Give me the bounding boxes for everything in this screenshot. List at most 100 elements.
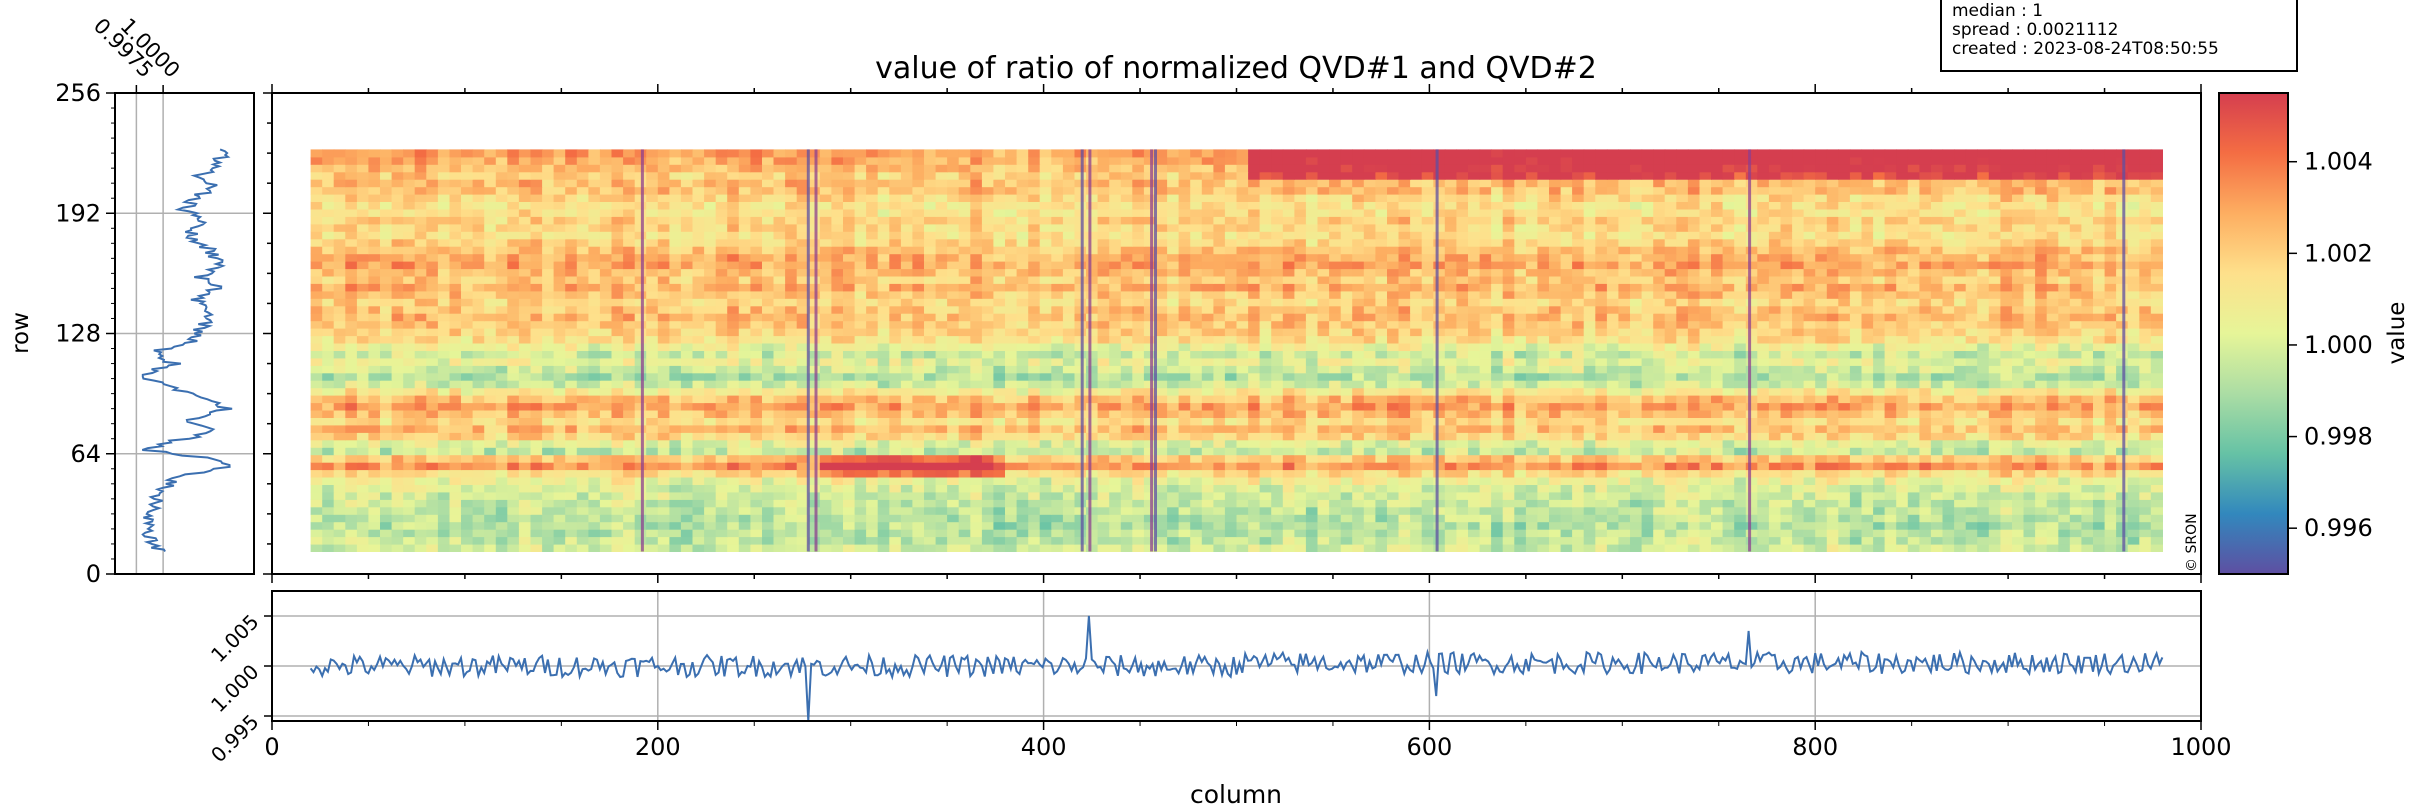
heatmap-cell xyxy=(2116,469,2129,478)
heatmap-cell xyxy=(750,320,763,329)
heatmap-cell xyxy=(1780,514,1793,523)
heatmap-cell xyxy=(1699,514,1712,523)
heatmap-cell xyxy=(1803,350,1816,359)
heatmap-cell xyxy=(391,313,404,322)
heatmap-cell xyxy=(2046,343,2059,351)
heatmap-cell xyxy=(2150,380,2163,389)
heatmap-cell xyxy=(1375,357,1388,366)
heatmap-cell xyxy=(1375,395,1388,404)
heatmap-cell xyxy=(1248,447,1261,456)
heatmap-cell xyxy=(958,395,971,404)
heatmap-cell xyxy=(1456,372,1469,381)
heatmap-cell xyxy=(1259,357,1272,366)
heatmap-cell xyxy=(646,387,659,396)
heatmap-cell xyxy=(715,335,728,344)
heatmap-cell xyxy=(437,417,451,426)
heatmap-cell xyxy=(518,320,532,329)
heatmap-cell xyxy=(1803,469,1816,478)
heatmap-cell xyxy=(1294,410,1307,418)
heatmap-cell xyxy=(599,544,613,552)
heatmap-cell xyxy=(1641,402,1654,411)
heatmap-cell xyxy=(1884,462,1897,471)
heatmap-cell xyxy=(356,343,370,351)
heatmap-cell xyxy=(1583,439,1596,448)
heatmap-cell xyxy=(1514,447,1527,456)
heatmap-cell xyxy=(1734,499,1747,508)
heatmap-cell xyxy=(1618,529,1631,538)
heatmap-cell xyxy=(461,328,474,337)
heatmap-cell xyxy=(1282,469,1295,478)
heatmap-cell xyxy=(2093,521,2106,530)
heatmap-cell xyxy=(1456,469,1469,478)
heatmap-cell xyxy=(1803,395,1816,404)
heatmap-cell xyxy=(796,529,809,538)
heatmap-cell xyxy=(958,402,971,411)
heatmap-cell xyxy=(1294,514,1307,523)
heatmap-cell xyxy=(2035,350,2048,359)
heatmap-cell xyxy=(1028,521,1041,530)
heatmap-cell xyxy=(1583,462,1596,471)
heatmap-cell xyxy=(1606,491,1620,500)
heatmap-cell xyxy=(854,544,867,552)
heatmap-cell xyxy=(1028,454,1041,463)
heatmap-cell xyxy=(356,313,370,322)
heatmap-cell xyxy=(1051,410,1064,418)
heatmap-cell xyxy=(1444,343,1457,351)
heatmap-cell xyxy=(2081,484,2094,493)
heatmap-cell xyxy=(611,424,624,433)
heatmap-cell xyxy=(1815,395,1828,404)
heatmap-cell xyxy=(1676,417,1689,426)
heatmap-cell xyxy=(2093,410,2106,418)
heatmap-cell xyxy=(2127,372,2140,381)
heatmap-cell xyxy=(1919,499,1932,508)
heatmap-cell xyxy=(1977,380,1990,389)
heatmap-cell xyxy=(680,424,694,433)
heatmap-cell xyxy=(1143,380,1157,389)
heatmap-cell xyxy=(1039,328,1052,337)
heatmap-cell xyxy=(1224,328,1238,337)
heatmap-cell xyxy=(727,328,740,337)
heatmap-cell xyxy=(530,350,543,359)
heatmap-cell xyxy=(924,536,937,545)
heatmap-cell xyxy=(333,402,346,411)
heatmap-cell xyxy=(1479,372,1492,381)
heatmap-cell xyxy=(1618,447,1631,456)
heatmap-cell xyxy=(1826,350,1839,359)
heatmap-cell xyxy=(1618,380,1631,389)
heatmap-cell xyxy=(1271,447,1284,456)
heatmap-cell xyxy=(1873,469,1886,478)
heatmap-cell xyxy=(437,529,451,538)
heatmap-cell xyxy=(611,469,624,478)
heatmap-cell xyxy=(1549,365,1562,374)
heatmap-cell xyxy=(958,372,971,381)
heatmap-cell xyxy=(611,477,624,485)
heatmap-cell xyxy=(669,514,682,523)
heatmap-cell xyxy=(646,462,659,471)
heatmap-cell xyxy=(1641,469,1654,478)
heatmap-cell xyxy=(1954,343,1967,351)
heatmap-cell xyxy=(530,491,543,500)
heatmap-cell xyxy=(1294,454,1307,463)
heatmap-cell xyxy=(1502,439,1515,448)
heatmap-cell xyxy=(1086,484,1099,493)
heatmap-cell xyxy=(1803,328,1816,337)
heatmap-cell xyxy=(1618,372,1631,381)
heatmap-cell xyxy=(1190,335,1203,344)
heatmap-cell xyxy=(1583,477,1596,485)
heatmap-cell xyxy=(843,357,856,366)
heatmap-cell xyxy=(1884,328,1897,337)
heatmap-cell xyxy=(1815,506,1828,515)
heatmap-cell xyxy=(2035,432,2048,441)
heatmap-cell xyxy=(2058,424,2071,433)
heatmap-cell xyxy=(1711,395,1724,404)
heatmap-cell xyxy=(1861,521,1874,530)
heatmap-cell xyxy=(1491,402,1504,411)
heatmap-cell xyxy=(611,357,624,366)
heatmap-cell xyxy=(553,454,566,463)
heatmap-cell xyxy=(380,357,393,366)
heatmap-cell xyxy=(403,469,416,478)
heatmap-cell xyxy=(333,313,346,322)
heatmap-cell xyxy=(924,328,937,337)
heatmap-cell xyxy=(1815,320,1828,329)
heatmap-cell xyxy=(333,536,346,545)
